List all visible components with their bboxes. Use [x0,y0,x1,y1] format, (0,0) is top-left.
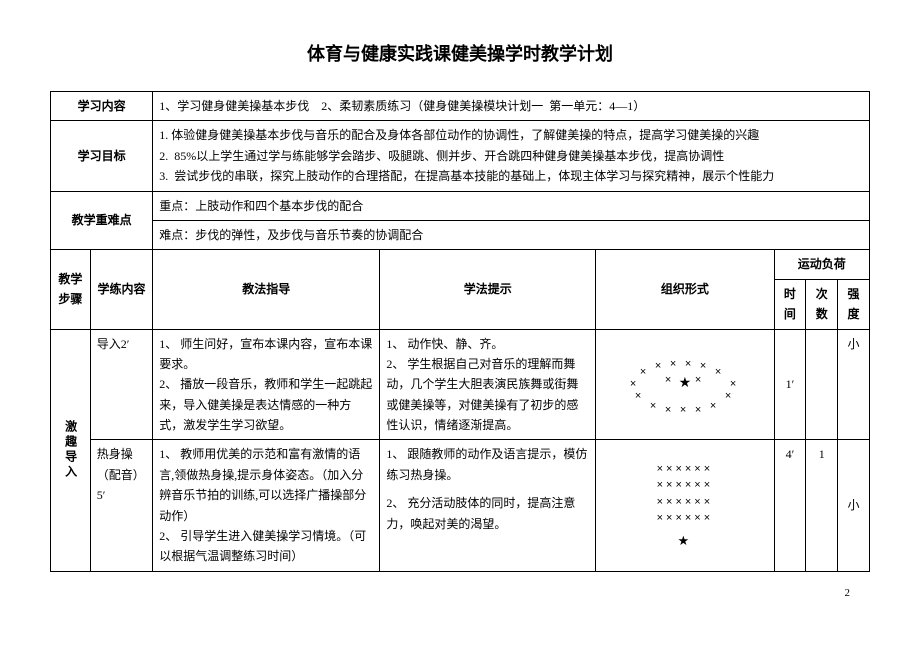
page-number: 2 [50,587,870,599]
practice-intro: 导入2′ [90,329,152,440]
difficulty-row: 教学重难点 重点：上肢动作和四个基本步伐的配合 [51,191,870,220]
header-tips: 学法提示 [380,250,596,329]
learning-content-label: 学习内容 [51,92,153,121]
tips-warmup-1: 1、 跟随教师的动作及语言提示，模仿练习热身操。 [386,444,589,485]
tips-intro: 1、 动作快、静、齐。 2、 学生根据自己对音乐的理解而舞动，几个学生大胆表演民… [380,329,596,440]
time-intro: 1′ [774,329,806,440]
section-row-2: 热身操（配音）5′ 1、 教师用优美的示范和富有激情的语言,领做热身操,提示身体… [51,440,870,571]
tips-warmup-2: 2、 充分活动肢体的同时，提高注意力，唤起对美的渴望。 [386,493,589,534]
section-row-1: 激趣导入 导入2′ 1、 师生问好，宣布本课内容，宣布本课要求。 2、 播放一段… [51,329,870,440]
method-intro-1: 1、 师生问好，宣布本课内容，宣布本课要求。 [159,334,373,375]
method-intro-2: 2、 播放一段音乐，教师和学生一起跳起来，导入健美操是表达情感的一种方式，激发学… [159,374,373,435]
oval-formation-diagram: × × × × × × × × × × × × × × × × × ★ [615,357,755,412]
count-intro [806,329,838,440]
page-title: 体育与健康实践课健美操学时教学计划 [50,40,870,66]
header-intensity: 强度 [838,279,870,329]
difficulty-point-1: 重点：上肢动作和四个基本步伐的配合 [153,191,870,220]
goal-2: 2. 85%以上学生通过学与练能够学会踏步、吸腿跳、侧并步、开合跳四种健身健美操… [159,146,863,166]
time-warmup: 4′ [774,440,806,571]
header-count: 次数 [806,279,838,329]
difficulty-point-2: 难点：步伐的弹性，及步伐与音乐节奏的协调配合 [153,220,870,249]
count-warmup: 1 [806,440,838,571]
grid-formation-diagram: ×××××× ×××××× ×××××× ×××××× ★ [604,461,765,551]
header-step: 教学步骤 [51,250,91,329]
difficulty-label: 教学重难点 [51,191,153,250]
star-icon: ★ [679,373,692,397]
tips-warmup: 1、 跟随教师的动作及语言提示，模仿练习热身操。 2、 充分活动肢体的同时，提高… [380,440,596,571]
practice-warmup: 热身操（配音）5′ [90,440,152,571]
learning-goal-label: 学习目标 [51,121,153,191]
header-method: 教法指导 [153,250,380,329]
header-time: 时间 [774,279,806,329]
learning-content-text: 1、学习健身健美操基本步伐 2、柔韧素质练习（健身健美操模块计划一 第一单元：4… [153,92,870,121]
method-warmup-1: 1、 教师用优美的示范和富有激情的语言,领做热身操,提示身体姿态。（加入分辨音乐… [159,444,373,526]
header-org: 组织形式 [596,250,774,329]
header-practice: 学练内容 [90,250,152,329]
goal-3: 3. 尝试步伐的串联，探究上肢动作的合理搭配，在提高基本技能的基础上，体现主体学… [159,166,863,186]
phase-label-intro: 激趣导入 [51,329,91,571]
learning-content-row: 学习内容 1、学习健身健美操基本步伐 2、柔韧素质练习（健身健美操模块计划一 第… [51,92,870,121]
method-intro: 1、 师生问好，宣布本课内容，宣布本课要求。 2、 播放一段音乐，教师和学生一起… [153,329,380,440]
org-warmup-grid: ×××××× ×××××× ×××××× ×××××× ★ [596,440,774,571]
header-load: 运动负荷 [774,250,869,279]
tips-intro-1: 1、 动作快、静、齐。 [386,334,589,354]
intensity-warmup: 小 [838,440,870,571]
org-intro-oval: × × × × × × × × × × × × × × × × × ★ [596,329,774,440]
method-warmup: 1、 教师用优美的示范和富有激情的语言,领做热身操,提示身体姿态。（加入分辨音乐… [153,440,380,571]
tips-intro-2: 2、 学生根据自己对音乐的理解而舞动，几个学生大胆表演民族舞或街舞或健美操等，对… [386,354,589,436]
lesson-plan-table: 学习内容 1、学习健身健美操基本步伐 2、柔韧素质练习（健身健美操模块计划一 第… [50,91,870,572]
goal-1: 1. 体验健身健美操基本步伐与音乐的配合及身体各部位动作的协调性，了解健美操的特… [159,125,863,145]
intensity-intro: 小 [838,329,870,440]
star-icon: ★ [604,531,765,551]
method-warmup-2: 2、 引导学生进入健美操学习情境。（可以根据气温调整练习时间） [159,526,373,567]
learning-goals-cell: 1. 体验健身健美操基本步伐与音乐的配合及身体各部位动作的协调性，了解健美操的特… [153,121,870,191]
header-row: 教学步骤 学练内容 教法指导 学法提示 组织形式 运动负荷 [51,250,870,279]
